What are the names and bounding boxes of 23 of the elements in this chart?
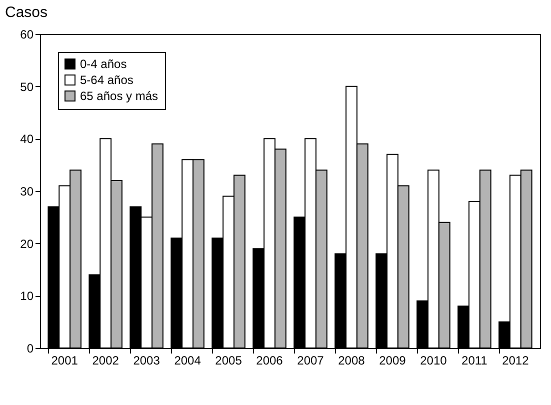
x-tick-label: 2009 (379, 354, 406, 368)
x-tick-label: 2005 (215, 354, 242, 368)
x-tick-label: 2002 (92, 354, 120, 368)
y-tick-label: 40 (20, 132, 34, 146)
y-tick-label: 60 (20, 28, 34, 42)
x-tick-label: 2004 (174, 354, 202, 368)
legend-label: 0-4 años (80, 57, 127, 71)
x-tick-label: 2012 (502, 354, 530, 368)
y-tick-label: 30 (20, 184, 34, 198)
y-tick-label: 50 (20, 80, 34, 94)
x-tick-label: 2006 (256, 354, 284, 368)
y-tick-label: 0 (26, 342, 34, 356)
legend-label: 5-64 años (80, 73, 134, 87)
y-tick-label: 10 (20, 289, 34, 304)
x-tick-label: 2003 (133, 354, 160, 368)
x-tick-label: 2011 (462, 354, 488, 368)
x-tick-label: 2010 (420, 354, 448, 368)
y-axis-title: Casos (5, 4, 48, 21)
legend-label: 65 años y más (80, 89, 158, 103)
y-tick-label: 20 (20, 236, 34, 251)
x-tick-label: 2007 (297, 354, 324, 368)
x-tick-label: 2008 (338, 354, 366, 368)
x-tick-label: 2001 (51, 354, 78, 368)
